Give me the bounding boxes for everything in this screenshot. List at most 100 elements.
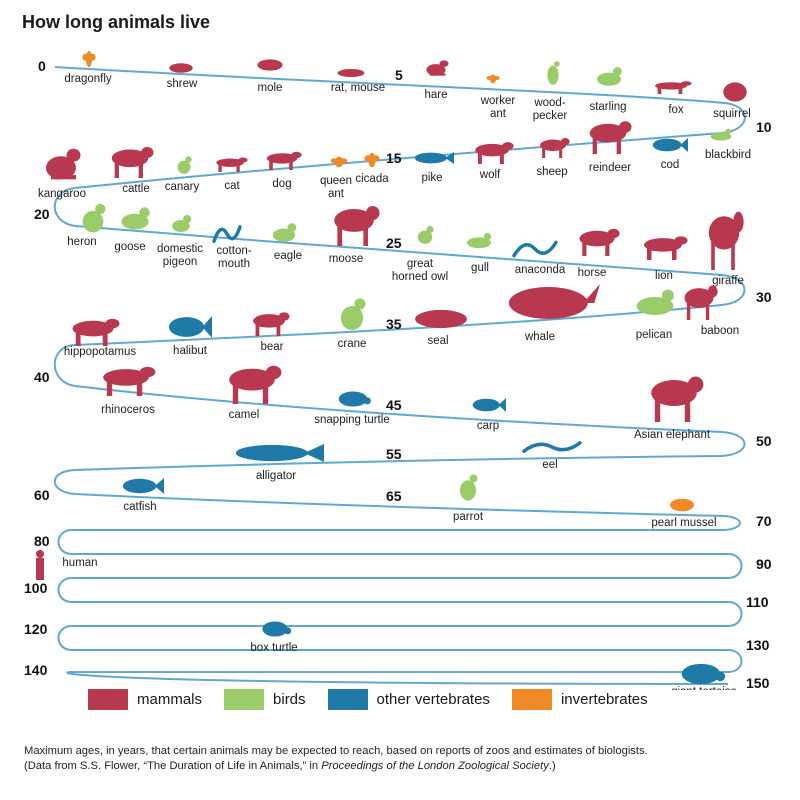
animal-marker: anaconda [512, 240, 566, 276]
starling-icon [597, 67, 622, 86]
animal-label: parrot [453, 511, 484, 523]
animal-label: cicada [355, 173, 389, 185]
axis-number: 60 [34, 487, 50, 503]
animal-marker: Asian elephant [634, 376, 711, 441]
animal-marker: shrew [167, 63, 198, 90]
legend-label: mammals [137, 691, 203, 708]
animal-label: squirrel [713, 108, 751, 120]
animal-marker: catfish [122, 478, 164, 513]
legend-swatch [88, 689, 128, 710]
animal-label: bear [260, 341, 283, 353]
camel-icon [229, 365, 282, 404]
fox-icon [655, 81, 692, 94]
gull-icon [467, 232, 491, 249]
cicada-icon [364, 152, 380, 168]
axis-number: 65 [386, 488, 402, 504]
animal-marker: sheep [536, 137, 570, 178]
goose-icon [121, 207, 150, 230]
legend-label: invertebrates [560, 691, 648, 708]
cod-icon [652, 138, 688, 152]
crane-icon [340, 298, 366, 330]
legend-label: birds [273, 691, 306, 708]
turtle-icon [262, 621, 292, 637]
animal-marker: horse [578, 228, 620, 279]
animal-label: gull [471, 262, 489, 274]
animal-label: domestic pigeon [157, 243, 203, 268]
animal-marker: box turtle [250, 621, 298, 654]
pelican-icon [636, 289, 674, 315]
animal-marker: cotton-mouth [212, 225, 252, 270]
animal-label: mole [258, 82, 283, 94]
axis-number: 25 [386, 235, 402, 251]
axis-number: 140 [24, 662, 48, 678]
animal-marker: hare [424, 60, 449, 101]
chart-title: How long animals live [22, 12, 211, 32]
legend-swatch [224, 689, 265, 710]
animal-label: halibut [173, 345, 208, 357]
catfish-icon [122, 478, 164, 494]
woodpecker-icon [547, 61, 560, 85]
animal-marker: snapping turtle [314, 391, 390, 426]
timeline-path [53, 66, 746, 685]
animal-marker: eel [522, 441, 582, 471]
animal-marker: carp [472, 398, 506, 432]
animal-label: alligator [256, 470, 296, 482]
elephant-icon [651, 376, 704, 422]
animal-marker: cattle [111, 147, 154, 195]
animal-label: baboon [701, 325, 739, 337]
animal-label: moose [329, 253, 364, 265]
legend-item: mammals [88, 689, 202, 710]
caption-journal: Proceedings of the London Zoological Soc… [321, 760, 549, 772]
snake-icon [212, 225, 242, 243]
canary-icon [177, 156, 192, 174]
hare-icon [426, 60, 449, 76]
animal-label: eagle [274, 250, 302, 262]
animal-label: human [62, 557, 97, 569]
axis-number: 150 [746, 675, 770, 690]
animal-label: hippopotamus [64, 346, 136, 358]
animal-marker: camel [229, 365, 282, 421]
horse-icon [579, 228, 620, 256]
axis-number: 80 [34, 533, 50, 549]
animal-markers: dragonfly shrew mole rat, mouse hare worker an… [36, 50, 751, 690]
legend-item: birds [224, 689, 306, 710]
lifespan-timeline: 0 5 10 15 20 25 30 35 40 45 50 55 60 65 70 80 90 100 110 12… [24, 50, 772, 690]
animal-label: rhinoceros [101, 404, 155, 416]
animal-label: heron [67, 236, 96, 248]
animal-label: cod [661, 159, 680, 171]
moose-icon [334, 205, 380, 246]
animal-marker: bear [253, 312, 290, 353]
animal-marker: alligator [235, 444, 324, 482]
caption-citation-start: (Data from S.S. Flower, “The Duration of… [24, 760, 322, 772]
animal-marker: gull [467, 232, 491, 274]
animal-label: wood-pecker [533, 97, 568, 122]
halibut-icon [168, 316, 212, 338]
heron-icon [82, 203, 106, 233]
animal-marker: starling [589, 67, 627, 113]
animal-label: pearl mussel [651, 517, 716, 529]
animal-label: cotton-mouth [216, 245, 251, 270]
animal-label: fox [668, 104, 684, 116]
axis-number: 15 [386, 150, 402, 166]
animal-label: rat, mouse [331, 82, 385, 94]
animal-label: dog [272, 178, 291, 190]
blackbird-icon [710, 128, 732, 141]
animal-label: anaconda [515, 264, 566, 276]
animal-marker: goose [114, 207, 150, 253]
eagle-icon [272, 223, 297, 242]
animal-marker: hippopotamus [64, 318, 136, 358]
animal-label: giant tortoise [671, 686, 737, 690]
caption: Maximum ages, in years, that certain ani… [24, 744, 784, 774]
axis-number: 100 [24, 580, 48, 596]
caption-line-1: Maximum ages, in years, that certain ani… [24, 745, 648, 757]
animal-marker: wood-pecker [533, 61, 568, 122]
animal-label: hare [424, 89, 447, 101]
legend-item: other vertebrates [327, 689, 490, 710]
pigeon-icon [172, 215, 192, 232]
axis-number: 45 [386, 397, 402, 413]
hippo-icon [72, 318, 120, 346]
animal-marker: rat, mouse [331, 69, 385, 94]
animal-marker: human [36, 550, 98, 580]
cattle-icon [111, 147, 154, 178]
animal-label: canary [165, 181, 200, 193]
